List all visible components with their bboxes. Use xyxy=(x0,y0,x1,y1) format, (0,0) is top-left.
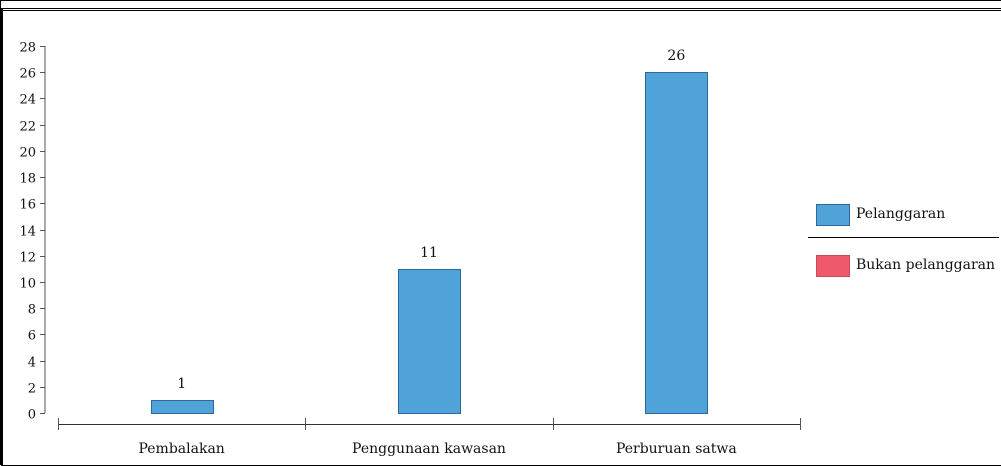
y-tick-label: 20 xyxy=(19,146,36,161)
x-tick-label: Pembalakan xyxy=(138,441,224,457)
y-tick-label: 14 xyxy=(19,225,36,240)
legend-label-bukan-pelanggaran: Bukan pelanggaran xyxy=(856,257,996,273)
legend-label-pelanggaran: Pelanggaran xyxy=(856,206,946,222)
legend-swatch-pelanggaran xyxy=(816,204,850,226)
y-tick-label: 2 xyxy=(28,382,36,397)
data-label: 1 xyxy=(177,376,186,392)
y-tick-label: 28 xyxy=(19,41,36,56)
data-label: 26 xyxy=(667,48,685,64)
data-label: 11 xyxy=(420,245,438,261)
y-tick-label: 12 xyxy=(19,251,36,266)
bar-1 xyxy=(151,400,214,414)
x-axis: Pembalakan Penggunaan kawasan Perburuan sa… xyxy=(58,418,801,457)
bar-3 xyxy=(645,72,708,414)
legend-separator xyxy=(808,237,999,238)
y-tick-label: 4 xyxy=(28,356,36,371)
y-tick-label: 26 xyxy=(19,67,36,82)
y-tick-label: 24 xyxy=(19,93,36,108)
y-tick-label: 0 xyxy=(28,408,36,423)
bars xyxy=(151,72,708,414)
y-tick-label: 6 xyxy=(28,329,36,344)
y-tick-label: 16 xyxy=(19,198,36,213)
x-tick-label: Perburuan satwa xyxy=(616,441,737,457)
x-tick-label: Penggunaan kawasan xyxy=(352,441,506,457)
y-tick-label: 22 xyxy=(19,120,36,135)
legend-swatch-bukan-pelanggaran xyxy=(816,255,850,277)
y-tick-label: 10 xyxy=(19,277,36,292)
bar-2 xyxy=(398,269,461,414)
y-tick-label: 18 xyxy=(19,172,36,187)
y-tick-label: 8 xyxy=(28,303,36,318)
